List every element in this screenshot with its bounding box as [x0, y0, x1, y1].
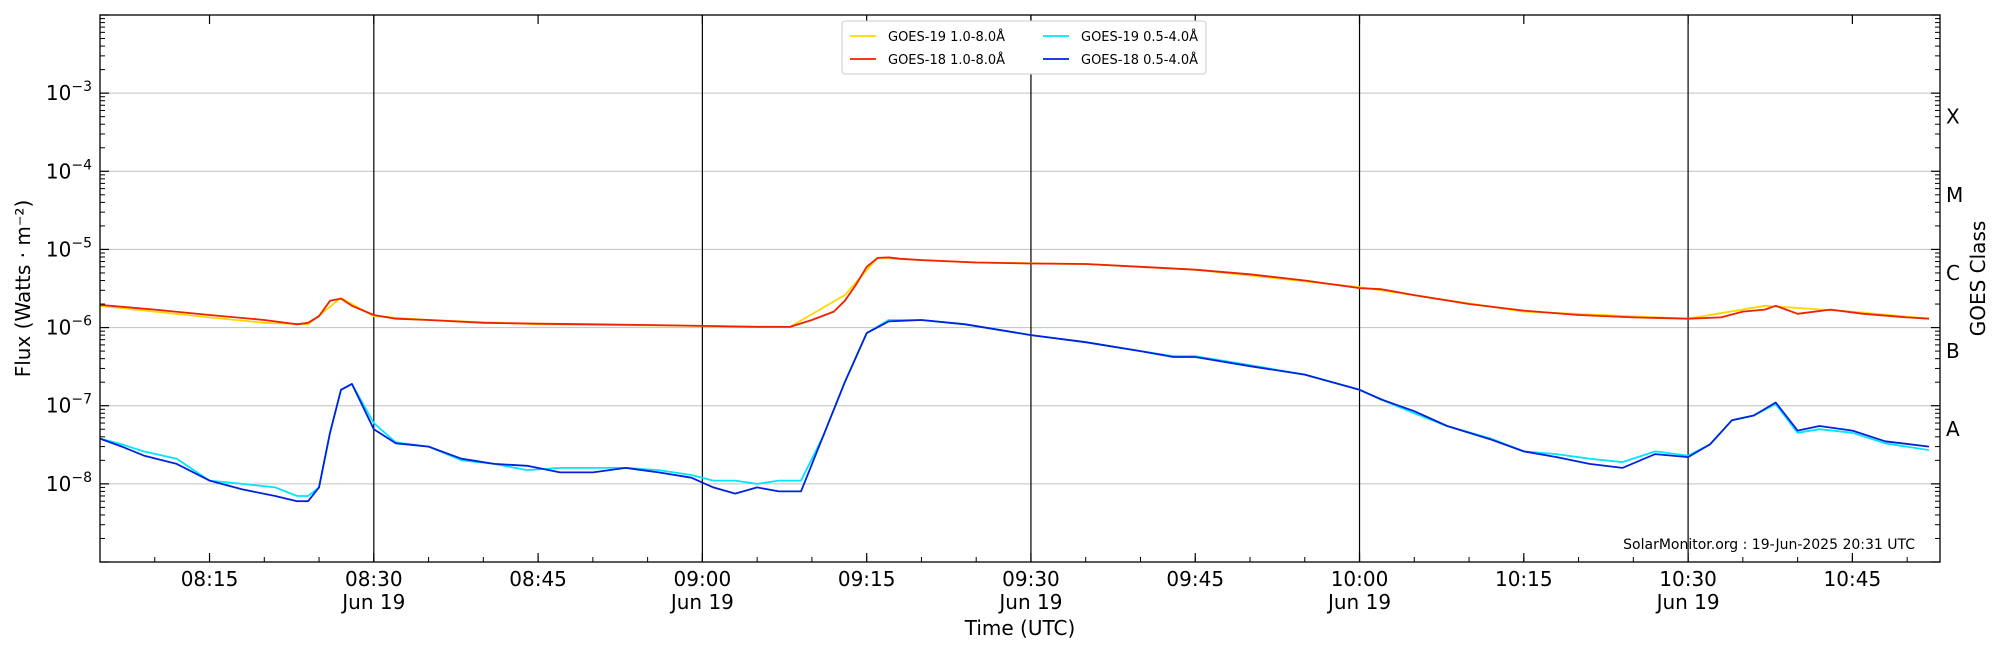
series-line — [99, 319, 1930, 503]
y-tick-label: 10−7 — [46, 392, 92, 418]
x-axis-title: Time (UTC) — [964, 616, 1076, 640]
legend-label: GOES-19 1.0-8.0Å — [888, 29, 1005, 45]
series-line — [99, 256, 1930, 328]
axis-ticks — [99, 14, 1940, 563]
y-tick-label: 10−5 — [46, 235, 92, 261]
legend-label: GOES-18 1.0-8.0Å — [888, 52, 1005, 68]
day-divider-lines — [373, 15, 1689, 562]
x-tick-label: 09:00 — [674, 567, 732, 591]
y-tick-labels: 10−8 10−7 10−6 10−5 10−4 10−3 — [46, 79, 92, 496]
series-lines — [99, 256, 1930, 503]
plot-frame — [99, 14, 1941, 563]
x-tick-sublabel: Jun 19 — [1655, 590, 1720, 614]
x-tick-sublabel: Jun 19 — [997, 590, 1062, 614]
goes-class-labels: A B C M X — [1946, 105, 1963, 442]
legend: GOES-19 1.0-8.0Å GOES-18 1.0-8.0Å GOES-19 … — [841, 20, 1207, 75]
legend-box — [841, 20, 1207, 75]
x-tick-label: 09:30 — [1002, 567, 1060, 591]
y-tick-label: 10−4 — [46, 157, 92, 183]
x-tick-label: 09:15 — [838, 567, 896, 591]
goes-class-label: A — [1946, 417, 1960, 441]
credit-text: SolarMonitor.org : 19-Jun-2025 20:31 UTC — [1623, 537, 1915, 553]
x-tick-sublabel: Jun 19 — [669, 590, 734, 614]
x-tick-label: 10:15 — [1495, 567, 1553, 591]
horizontal-grid — [100, 92, 1940, 485]
x-tick-label: 10:30 — [1659, 567, 1717, 591]
goes-class-label: M — [1946, 183, 1963, 207]
goes-class-label: B — [1946, 339, 1960, 363]
goes-class-label: X — [1946, 105, 1960, 129]
y-tick-label: 10−6 — [46, 314, 92, 340]
x-tick-label: 10:00 — [1331, 567, 1389, 591]
y-tick-label: 10−8 — [46, 470, 92, 496]
x-tick-label: 08:45 — [509, 567, 567, 591]
legend-label: GOES-19 0.5-4.0Å — [1081, 29, 1198, 45]
y-axis-title: Flux (Watts · m⁻²) — [11, 200, 35, 378]
x-tick-label: 08:30 — [345, 567, 403, 591]
x-tick-sublabel: Jun 19 — [1326, 590, 1391, 614]
goes-class-label: C — [1946, 261, 1960, 285]
x-tick-label: 10:45 — [1824, 567, 1882, 591]
x-tick-label: 09:45 — [1166, 567, 1224, 591]
x-tick-sublabel: Jun 19 — [340, 590, 405, 614]
x-tick-label: 08:15 — [181, 567, 239, 591]
y-tick-label: 10−3 — [46, 79, 92, 105]
legend-label: GOES-18 0.5-4.0Å — [1081, 52, 1198, 68]
right-axis-title: GOES Class — [1966, 221, 1990, 337]
